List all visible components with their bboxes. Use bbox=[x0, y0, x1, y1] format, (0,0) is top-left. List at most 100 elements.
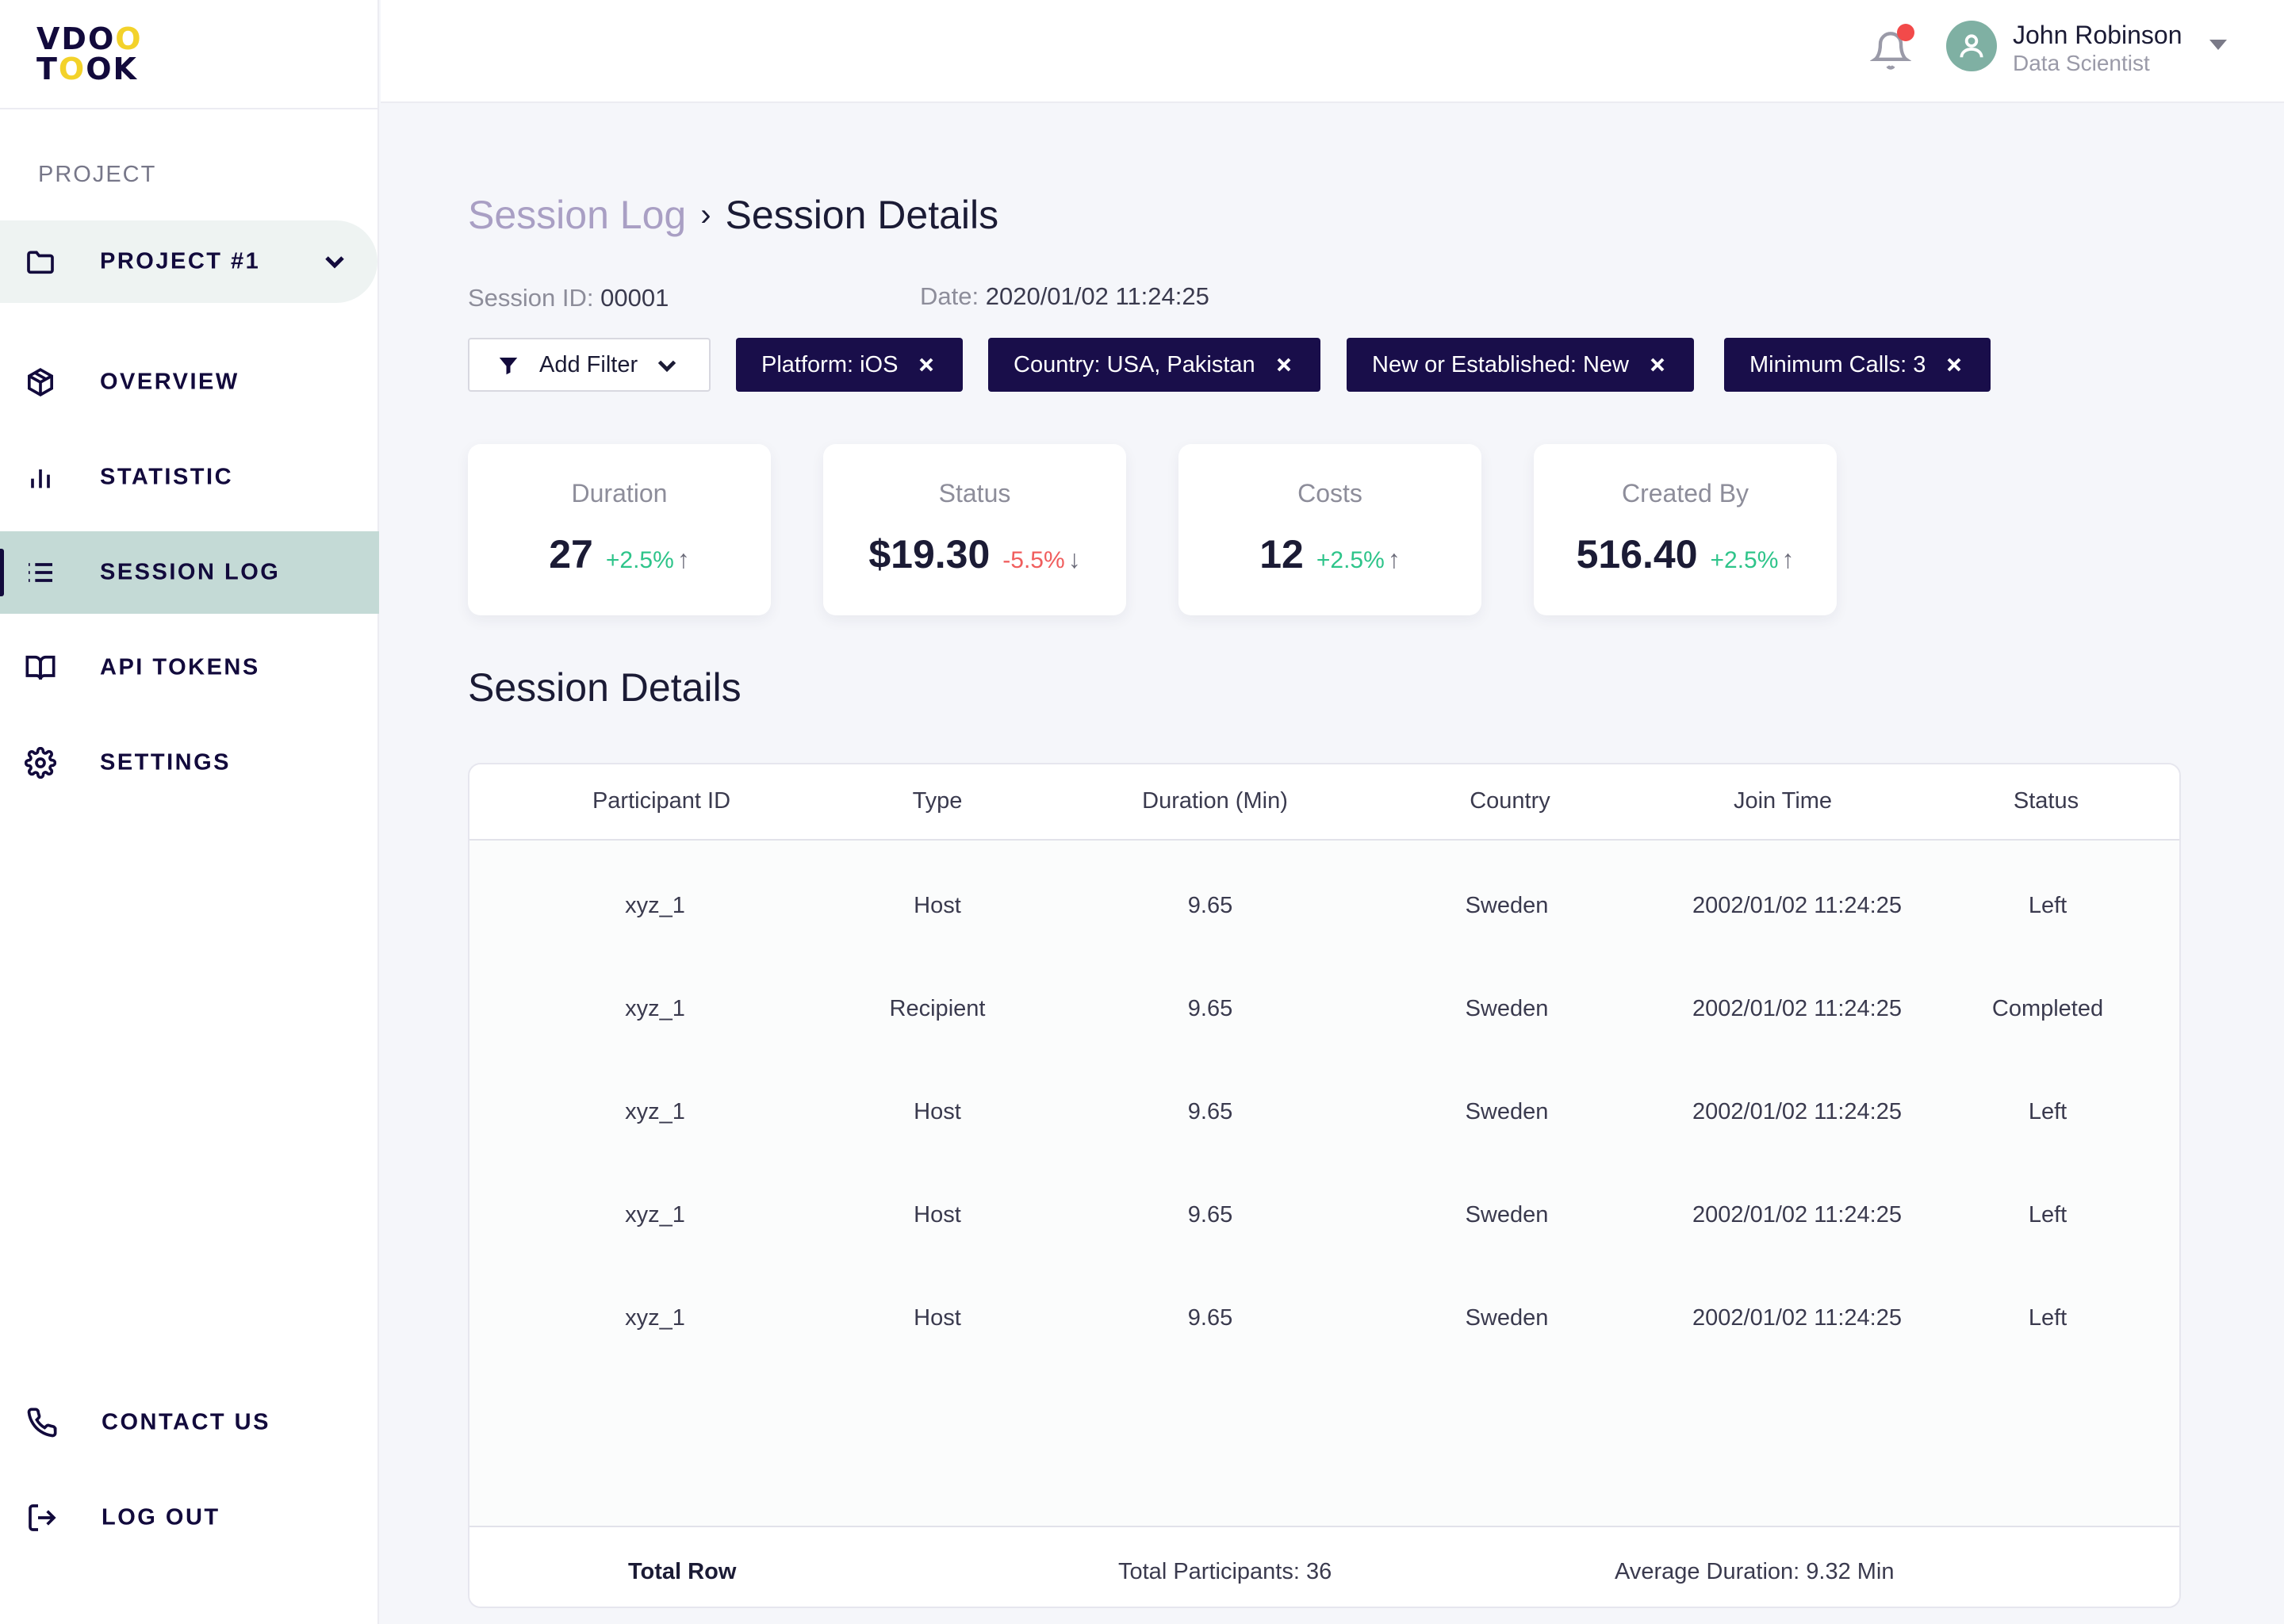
filter-chip-new-established[interactable]: New or Established: New bbox=[1347, 338, 1694, 392]
close-icon[interactable] bbox=[1945, 355, 1964, 374]
cell-duration: 9.65 bbox=[1187, 1099, 1233, 1124]
project-selector[interactable]: PROJECT #1 bbox=[0, 220, 377, 303]
stat-card-costs: Costs 12 +2.5% ↑ bbox=[1178, 444, 1481, 615]
sidebar-item-overview[interactable]: OVERVIEW bbox=[0, 341, 379, 423]
cell-country: Sweden bbox=[1465, 996, 1549, 1021]
add-filter-button[interactable]: Add Filter bbox=[468, 338, 711, 392]
cell-participant-id: xyz_1 bbox=[625, 1099, 685, 1124]
filter-chip-minimum-calls[interactable]: Minimum Calls: 3 bbox=[1724, 338, 1991, 392]
stat-card-status: Status $19.30 -5.5% ↓ bbox=[823, 444, 1126, 615]
table-row[interactable]: xyz_1 Host 9.65 Sweden 2002/01/02 11:24:… bbox=[469, 1269, 2179, 1372]
column-header[interactable]: Duration (Min) bbox=[1142, 788, 1288, 814]
session-id-value: 00001 bbox=[600, 284, 669, 312]
session-date-label: Date: bbox=[920, 282, 979, 310]
cell-duration: 9.65 bbox=[1187, 893, 1233, 918]
session-date: Date: 2020/01/02 11:24:25 bbox=[920, 282, 1209, 311]
cell-status: Completed bbox=[1991, 996, 2104, 1021]
list-icon bbox=[24, 556, 57, 589]
cell-join-time: 2002/01/02 11:24:25 bbox=[1692, 1202, 1902, 1228]
table-row[interactable]: xyz_1 Host 9.65 Sweden 2002/01/02 11:24:… bbox=[469, 856, 2179, 959]
column-header[interactable]: Status bbox=[2013, 788, 2079, 814]
cell-country: Sweden bbox=[1465, 893, 1549, 918]
sidebar-item-label: LOG OUT bbox=[102, 1504, 220, 1530]
cell-type: Host bbox=[914, 1305, 961, 1331]
footer-total-participants: Total Participants: 36 bbox=[1118, 1559, 1332, 1584]
sidebar-item-statistic[interactable]: STATISTIC bbox=[0, 436, 379, 519]
cell-status: Left bbox=[2028, 1202, 2067, 1228]
table-row[interactable]: xyz_1 Host 9.65 Sweden 2002/01/02 11:24:… bbox=[469, 1166, 2179, 1269]
table-row[interactable]: xyz_1 Host 9.65 Sweden 2002/01/02 11:24:… bbox=[469, 1063, 2179, 1166]
project-label: PROJECT #1 bbox=[100, 248, 261, 274]
filter-chip-platform[interactable]: Platform: iOS bbox=[736, 338, 964, 392]
sidebar-item-api-tokens[interactable]: API TOKENS bbox=[0, 626, 379, 709]
stat-label: Costs bbox=[1297, 479, 1362, 508]
folder-icon bbox=[24, 245, 57, 278]
column-header[interactable]: Type bbox=[912, 788, 963, 814]
cell-status: Left bbox=[2028, 1305, 2067, 1331]
phone-icon bbox=[25, 1406, 59, 1439]
sidebar-item-session-log[interactable]: SESSION LOG bbox=[0, 531, 379, 614]
arrow-down-icon: ↓ bbox=[1067, 545, 1081, 573]
column-header[interactable]: Country bbox=[1470, 788, 1550, 814]
add-filter-label: Add Filter bbox=[539, 351, 638, 377]
cell-join-time: 2002/01/02 11:24:25 bbox=[1692, 1099, 1902, 1124]
cell-type: Host bbox=[914, 1202, 961, 1228]
stat-value: 27 bbox=[549, 532, 593, 576]
session-id-label: Session ID: bbox=[468, 284, 594, 312]
session-date-value: 2020/01/02 11:24:25 bbox=[985, 282, 1209, 310]
sidebar-item-settings[interactable]: SETTINGS bbox=[0, 722, 379, 804]
logo[interactable]: VDOO TOOK bbox=[36, 21, 143, 86]
filter-chip-country[interactable]: Country: USA, Pakistan bbox=[988, 338, 1320, 392]
stat-label: Created By bbox=[1621, 479, 1749, 508]
logo-area: VDOO TOOK bbox=[0, 0, 377, 109]
user-icon bbox=[1960, 34, 1983, 58]
stat-value: $19.30 bbox=[868, 532, 991, 576]
stat-value: 12 bbox=[1259, 532, 1304, 576]
close-icon[interactable] bbox=[1648, 355, 1667, 374]
close-icon[interactable] bbox=[917, 355, 936, 374]
cell-country: Sweden bbox=[1465, 1202, 1549, 1228]
breadcrumb-parent[interactable]: Session Log bbox=[468, 193, 687, 237]
cell-type: Host bbox=[914, 1099, 961, 1124]
cell-join-time: 2002/01/02 11:24:25 bbox=[1692, 893, 1902, 918]
stat-card-created-by: Created By 516.40 +2.5% ↑ bbox=[1534, 444, 1837, 615]
topbar bbox=[381, 0, 2284, 103]
chevron-down-icon[interactable] bbox=[319, 246, 351, 278]
page-title: Session Details bbox=[725, 193, 999, 237]
cell-country: Sweden bbox=[1465, 1099, 1549, 1124]
column-header[interactable]: Join Time bbox=[1733, 788, 1833, 814]
arrow-up-icon: ↑ bbox=[676, 545, 690, 573]
column-header[interactable]: Participant ID bbox=[592, 788, 731, 814]
stat-change: +2.5% bbox=[1710, 547, 1779, 573]
user-role: Data Scientist bbox=[2013, 51, 2150, 75]
close-icon[interactable] bbox=[1274, 355, 1293, 374]
notification-dot bbox=[1897, 24, 1914, 41]
cube-icon bbox=[24, 366, 57, 399]
sidebar-item-label: STATISTIC bbox=[100, 464, 234, 490]
stat-change: -5.5% bbox=[1002, 547, 1065, 573]
user-name[interactable]: John Robinson bbox=[2013, 21, 2182, 49]
cell-join-time: 2002/01/02 11:24:25 bbox=[1692, 996, 1902, 1021]
cell-join-time: 2002/01/02 11:24:25 bbox=[1692, 1305, 1902, 1331]
sidebar-item-label: SESSION LOG bbox=[100, 559, 281, 585]
filter-chip-label: New or Established: New bbox=[1372, 351, 1629, 377]
user-menu-caret-icon[interactable] bbox=[2209, 40, 2227, 50]
avatar[interactable] bbox=[1946, 21, 1997, 71]
table-row[interactable]: xyz_1 Recipient 9.65 Sweden 2002/01/02 1… bbox=[469, 959, 2179, 1063]
sidebar-item-log-out[interactable]: LOG OUT bbox=[0, 1477, 379, 1559]
bell-icon[interactable] bbox=[1869, 30, 1914, 75]
table-footer: Total Row Total Participants: 36 Average… bbox=[469, 1526, 2179, 1607]
footer-average-duration: Average Duration: 9.32 Min bbox=[1615, 1559, 1895, 1584]
session-id: Session ID: 00001 bbox=[468, 284, 669, 312]
breadcrumb: Session Log › Session Details bbox=[468, 192, 998, 238]
stat-card-duration: Duration 27 +2.5% ↑ bbox=[468, 444, 771, 615]
chevron-down-icon bbox=[652, 350, 682, 381]
sidebar-item-contact-us[interactable]: CONTACT US bbox=[0, 1381, 379, 1464]
logout-icon bbox=[25, 1501, 59, 1534]
book-icon bbox=[24, 651, 57, 684]
cell-status: Left bbox=[2028, 893, 2067, 918]
breadcrumb-separator: › bbox=[700, 197, 711, 232]
filter-chip-label: Minimum Calls: 3 bbox=[1749, 351, 1926, 377]
table-header: Participant ID Type Duration (Min) Count… bbox=[469, 764, 2179, 841]
cell-country: Sweden bbox=[1465, 1305, 1549, 1331]
